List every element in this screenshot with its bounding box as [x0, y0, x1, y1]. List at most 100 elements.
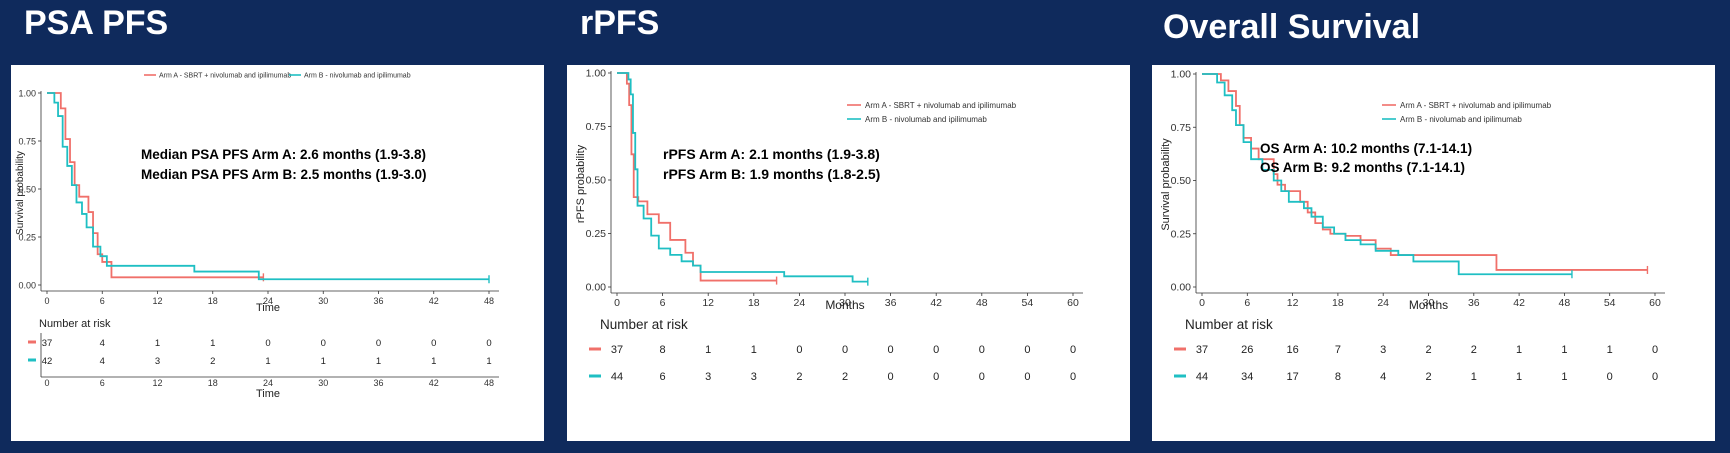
- x-tick-label: 30: [839, 297, 851, 309]
- risk-x-tick-label: 30: [318, 378, 328, 388]
- risk-count: 4: [100, 356, 105, 367]
- y-tick-label: 0.00: [18, 281, 36, 291]
- x-tick-label: 36: [373, 296, 383, 306]
- legend-label: Arm A - SBRT + nivolumab and ipilimumab: [1400, 101, 1552, 110]
- x-axis-title: Time: [256, 302, 280, 314]
- risk-count: 1: [1516, 371, 1522, 383]
- risk-count: 1: [1607, 344, 1613, 356]
- rpfs-chart: 0.000.250.500.751.000 6 12 18 24 30 36 42 48 54 60…: [575, 68, 1083, 383]
- median-annotation: OS Arm A: 10.2 months (7.1-14.1): [1260, 141, 1472, 156]
- risk-x-tick-label: 0: [44, 378, 49, 388]
- x-tick-label: 18: [208, 296, 218, 306]
- y-tick-label: 0.25: [18, 233, 36, 243]
- risk-count: 0: [979, 344, 985, 356]
- y-tick-label: 1.00: [18, 89, 36, 99]
- x-axis-title: Months: [1409, 298, 1448, 312]
- y-tick-label: 0.25: [586, 228, 607, 240]
- risk-count: 3: [1380, 344, 1386, 356]
- risk-count: 44: [611, 371, 623, 383]
- y-tick-label: 1.00: [586, 68, 607, 80]
- y-tick-label: 0.50: [586, 175, 607, 187]
- rpfs-panel: 0.00 0.25 0.50 0.75 1.00 0 6 12 18 24 30 36 42 48 54 60…: [567, 65, 1130, 441]
- risk-count: 3: [155, 356, 160, 367]
- risk-count: 42: [42, 356, 53, 367]
- x-tick-label: 24: [263, 296, 273, 306]
- x-tick-label: 0: [1199, 297, 1205, 309]
- x-axis-title: Months: [825, 298, 864, 312]
- y-tick-label: 0.75: [18, 137, 36, 147]
- risk-count: 1: [1561, 344, 1567, 356]
- x-tick-label: 30: [1423, 297, 1435, 309]
- x-tick-label: 6: [660, 297, 666, 309]
- psa-pfs-chart: 0.000.250.500.751.000 6 12 18 24 30 36 42 48Surv…: [15, 73, 499, 400]
- risk-count: 26: [1241, 344, 1253, 356]
- x-tick-label: 18: [1332, 297, 1344, 309]
- risk-count: 37: [611, 344, 623, 356]
- risk-count: 44: [1196, 371, 1208, 383]
- psa-pfs-heading: PSA PFS: [24, 4, 169, 42]
- legend-label: Arm B - nivolumab and ipilimumab: [304, 73, 411, 80]
- y-tick-label: 1.00: [1171, 69, 1192, 81]
- legend-label: Arm A - SBRT + nivolumab and ipilimumab: [159, 73, 291, 80]
- risk-count: 2: [842, 371, 848, 383]
- risk-count: 1: [486, 356, 491, 367]
- risk-count: 0: [933, 344, 939, 356]
- risk-count: 0: [376, 338, 381, 349]
- legend-label: Arm B - nivolumab and ipilimumab: [865, 115, 987, 124]
- risk-x-tick-label: 18: [208, 378, 218, 388]
- overall-survival-heading: Overall Survival: [1163, 8, 1421, 46]
- risk-count: 0: [265, 338, 270, 349]
- median-annotation: Median PSA PFS Arm A: 2.6 months (1.9-3.…: [141, 147, 426, 162]
- x-tick-label: 0: [44, 296, 49, 306]
- risk-count: 1: [751, 344, 757, 356]
- risk-count: 0: [1607, 371, 1613, 383]
- overall-survival-panel: 0.00 0.25 0.50 0.75 1.00 0 6 12 18 24 30 36 42 48 54 60…: [1152, 65, 1715, 441]
- y-tick-label: 0.75: [586, 121, 607, 133]
- x-tick-label: 54: [1022, 297, 1034, 309]
- legend-label: Arm B - nivolumab and ipilimumab: [1400, 115, 1522, 124]
- series-line-arm-b: [617, 72, 868, 283]
- median-annotation: Median PSA PFS Arm B: 2.5 months (1.9-3.…: [141, 167, 427, 182]
- x-tick-label: 0: [614, 297, 620, 309]
- series-line-arm-a: [617, 72, 777, 282]
- risk-count: 2: [1425, 371, 1431, 383]
- risk-x-tick-label: 24: [263, 378, 273, 388]
- x-tick-label: 54: [1604, 297, 1616, 309]
- x-tick-label: 24: [794, 297, 806, 309]
- risk-count: 0: [842, 344, 848, 356]
- y-tick-label: 0.00: [586, 282, 607, 294]
- risk-count: 0: [888, 344, 894, 356]
- risk-count: 4: [1380, 371, 1386, 383]
- legend-label: Arm A - SBRT + nivolumab and ipilimumab: [865, 101, 1017, 110]
- risk-count: 0: [1652, 371, 1658, 383]
- risk-table-title: Number at risk: [600, 317, 688, 332]
- risk-x-tick-label: 42: [429, 378, 439, 388]
- risk-count: 16: [1286, 344, 1298, 356]
- psa-pfs-panel: 0.00 0.25 0.50 0.75 1.00 0 6 12 18 24 30 36 42 48 Surv…: [11, 65, 544, 441]
- risk-count: 4: [100, 338, 105, 349]
- risk-table-title: Number at risk: [39, 318, 111, 330]
- risk-table-title: Number at risk: [1185, 317, 1273, 332]
- risk-count: 6: [660, 371, 666, 383]
- y-tick-label: 0.75: [1171, 122, 1192, 134]
- y-tick-label: 0.50: [1171, 175, 1192, 187]
- risk-count: 0: [1024, 344, 1030, 356]
- risk-count: 1: [265, 356, 270, 367]
- x-tick-label: 42: [930, 297, 942, 309]
- risk-count: 0: [1070, 371, 1076, 383]
- series-line-arm-b: [1202, 73, 1572, 276]
- risk-count: 37: [42, 338, 53, 349]
- median-annotation: rPFS Arm B: 1.9 months (1.8-2.5): [663, 166, 880, 182]
- x-tick-label: 24: [1377, 297, 1389, 309]
- y-tick-label: 0.00: [1171, 282, 1192, 294]
- y-axis-title: Survival probability: [15, 151, 26, 235]
- x-tick-label: 36: [885, 297, 897, 309]
- risk-count: 34: [1241, 371, 1253, 383]
- risk-count: 1: [155, 338, 160, 349]
- x-tick-label: 12: [152, 296, 162, 306]
- risk-x-tick-label: 6: [100, 378, 105, 388]
- risk-count: 0: [321, 338, 326, 349]
- risk-count: 1: [321, 356, 326, 367]
- x-tick-label: 42: [1513, 297, 1525, 309]
- risk-count: 2: [1425, 344, 1431, 356]
